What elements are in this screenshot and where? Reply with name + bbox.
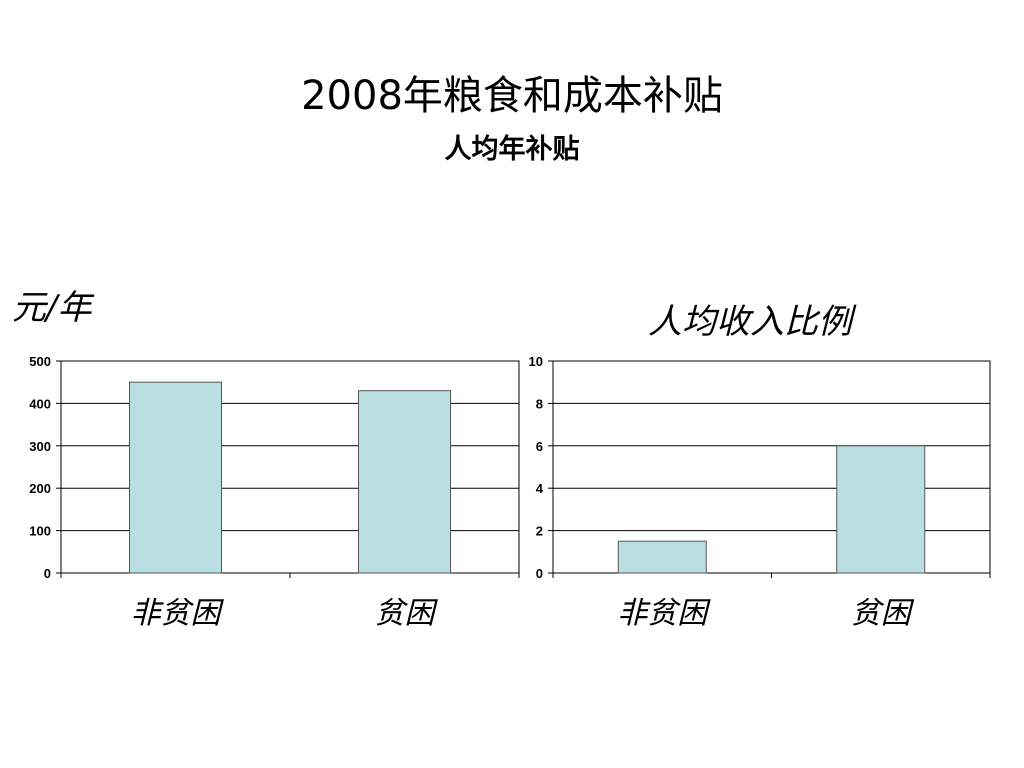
left-chart-y-tick-label: 400 xyxy=(29,396,51,411)
left-chart-y-tick-label: 200 xyxy=(29,481,51,496)
right-chart-y-tick-label: 0 xyxy=(536,566,543,581)
right-chart-y-tick-label: 2 xyxy=(536,524,543,539)
left-chart-y-unit-label: 元/年 xyxy=(12,288,92,328)
left-chart-y-tick-label: 0 xyxy=(44,566,51,581)
right-chart-y-tick-label: 6 xyxy=(536,439,543,454)
right-chart-bar-non-poor xyxy=(617,540,707,574)
right-chart-title: 人均收入比例 xyxy=(648,302,852,342)
right-chart-bar-poor xyxy=(836,445,926,574)
left-chart-y-tick-label: 500 xyxy=(29,354,51,369)
left-chart-y-tick-label: 300 xyxy=(29,439,51,454)
left-chart-y-tick-label: 100 xyxy=(29,524,51,539)
right-chart-y-tick-label: 4 xyxy=(536,481,544,496)
right-chart-y-tick-label: 8 xyxy=(536,396,543,411)
right-chart-y-tick-label: 10 xyxy=(529,354,543,369)
slide-title: 2008年粮食和成本补贴 xyxy=(301,73,723,119)
right-bar-chart: 0 2 4 6 8 10 非贫困 贫困 xyxy=(529,354,991,631)
right-chart-x-category-label: 非贫困 xyxy=(617,596,711,631)
right-chart-x-category-label: 贫困 xyxy=(851,596,915,631)
left-chart-bar-non-poor xyxy=(129,381,222,574)
slide-subtitle: 人均年补贴 xyxy=(444,134,580,165)
left-bar-chart: 0 100 200 300 400 500 非贫困 贫困 xyxy=(29,354,520,631)
left-chart-x-category-label: 非贫困 xyxy=(131,596,225,631)
left-chart-x-category-label: 贫困 xyxy=(375,596,439,631)
left-chart-bar-poor xyxy=(358,390,451,574)
